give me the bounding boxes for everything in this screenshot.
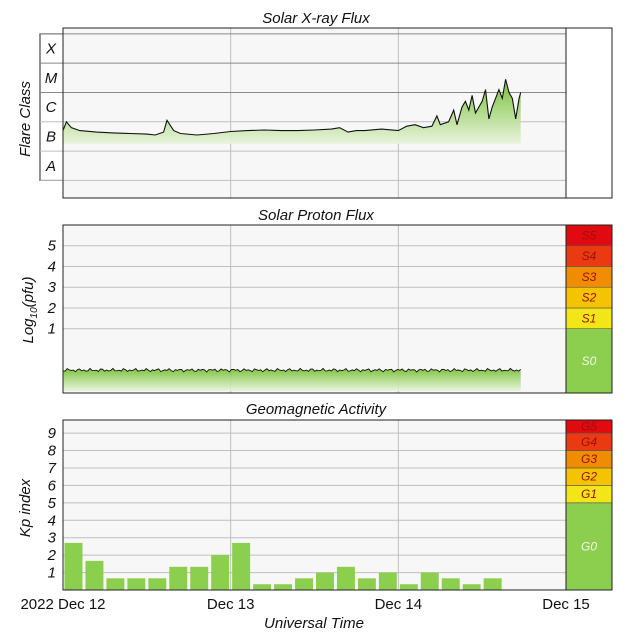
xray-flux-area xyxy=(63,79,521,144)
kp-bar xyxy=(106,578,125,590)
panel-border-2 xyxy=(62,419,613,591)
xray-flux-line xyxy=(62,79,522,136)
x-tick-label: Dec 14 xyxy=(375,596,423,613)
level-label-g1: G1 xyxy=(581,487,597,501)
kp-bar xyxy=(357,578,376,590)
xray-ylabel: Flare Class xyxy=(17,81,34,157)
x-tick-label: Dec 13 xyxy=(207,596,255,613)
level-label-r1: R1 xyxy=(581,0,596,3)
x-tick-label: Dec 15 xyxy=(542,596,590,613)
proton-tick-1: 1 xyxy=(48,321,56,338)
kp-bar xyxy=(483,578,502,590)
flare-class-c: C xyxy=(46,99,57,116)
kp-bar xyxy=(420,572,439,590)
kp-bar xyxy=(336,566,355,590)
flare-class-a: A xyxy=(45,158,56,175)
proton-flux-area xyxy=(63,368,521,391)
level-label-s3: S3 xyxy=(582,270,597,284)
level-label-g5: G5 xyxy=(581,420,597,434)
flare-class-x: X xyxy=(45,41,57,58)
kp-bar xyxy=(399,584,418,590)
kp-tick-3: 3 xyxy=(48,530,57,547)
level-label-s5: S5 xyxy=(582,228,597,242)
level-label-g2: G2 xyxy=(581,470,597,484)
level-label-s1: S1 xyxy=(582,311,597,325)
kp-bar xyxy=(462,584,481,590)
level-label-r5: R5 xyxy=(581,0,597,3)
x-tick-label: 2022 Dec 12 xyxy=(20,596,105,613)
kp-bar xyxy=(190,566,209,590)
kp-tick-6: 6 xyxy=(48,477,57,494)
kp-bar xyxy=(211,555,230,590)
plot-area-2 xyxy=(63,420,566,590)
xray-title: Solar X-ray Flux xyxy=(262,10,370,27)
kp-bar xyxy=(316,572,334,590)
kp-tick-7: 7 xyxy=(48,460,57,477)
geomag-title: Geomagnetic Activity xyxy=(246,401,388,418)
proton-title: Solar Proton Flux xyxy=(258,207,374,224)
kp-bar xyxy=(295,578,313,590)
geomag-ylabel: Kp index xyxy=(17,478,34,537)
kp-tick-8: 8 xyxy=(48,443,57,460)
kp-bar xyxy=(85,560,104,590)
proton-tick-3: 3 xyxy=(48,279,57,296)
kp-bar xyxy=(253,584,272,590)
kp-bar xyxy=(127,578,146,590)
kp-bar xyxy=(232,542,251,590)
level-label-s4: S4 xyxy=(582,249,597,263)
level-label-g3: G3 xyxy=(581,452,597,466)
kp-bar xyxy=(274,584,293,590)
level-label-r0: R0 xyxy=(581,0,597,3)
kp-bar xyxy=(378,572,397,590)
proton-tick-4: 4 xyxy=(48,258,56,275)
kp-bar xyxy=(64,542,83,590)
level-label-s0: S0 xyxy=(582,354,597,368)
level-label-s2: S2 xyxy=(582,291,597,305)
proton-flux-line xyxy=(62,367,521,373)
x-axis-label: Universal Time xyxy=(264,615,364,632)
kp-tick-5: 5 xyxy=(48,495,57,512)
proton-tick-2: 2 xyxy=(47,300,57,317)
kp-tick-9: 9 xyxy=(48,425,57,442)
kp-tick-1: 1 xyxy=(48,565,56,582)
kp-bar xyxy=(441,578,460,590)
proton-tick-5: 5 xyxy=(48,238,57,255)
proton-ylabel: Log10(pfu) xyxy=(20,276,40,343)
kp-bar xyxy=(169,566,188,590)
level-label-g0: G0 xyxy=(581,539,597,553)
plot-area-1 xyxy=(63,225,566,393)
level-band-g0 xyxy=(565,502,613,591)
flare-class-b: B xyxy=(46,128,56,145)
kp-bar xyxy=(148,578,167,590)
panel-border-1 xyxy=(62,224,613,394)
panel-border-0 xyxy=(62,27,613,199)
level-label-g4: G4 xyxy=(581,435,597,449)
kp-tick-2: 2 xyxy=(47,547,57,564)
level-label-r3: R3 xyxy=(581,0,597,3)
flare-class-m: M xyxy=(45,70,58,87)
kp-tick-4: 4 xyxy=(48,512,56,529)
